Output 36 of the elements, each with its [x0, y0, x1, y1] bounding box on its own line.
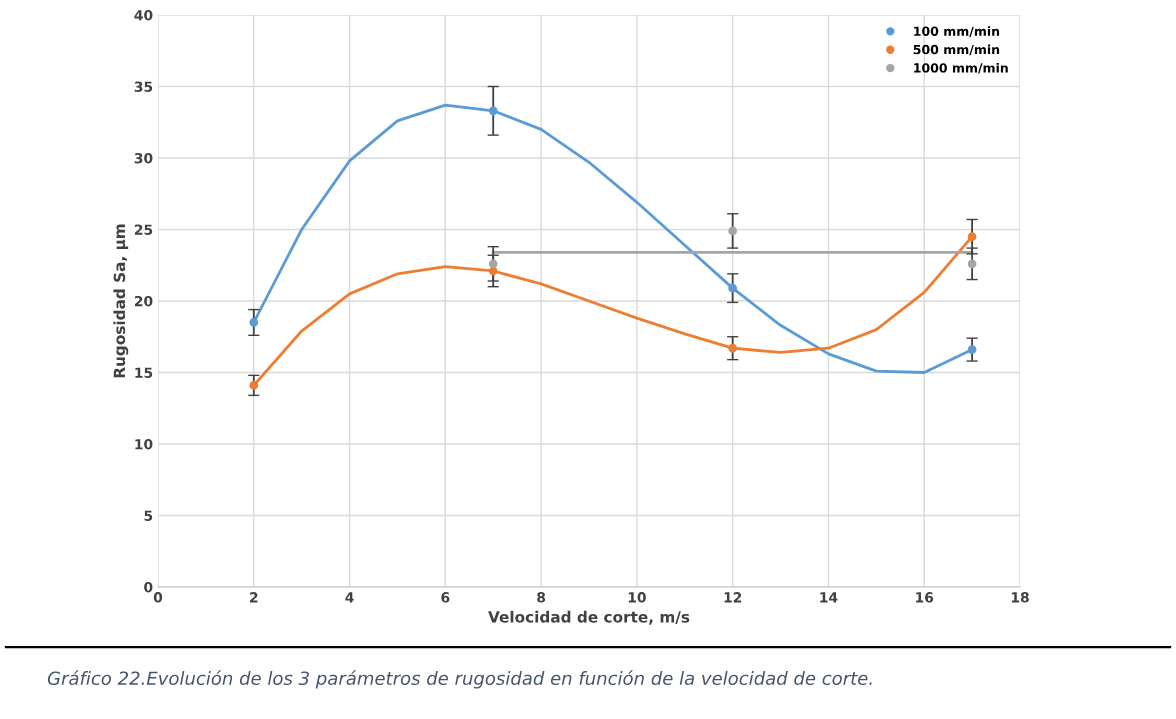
point [967, 232, 977, 242]
point [728, 226, 738, 236]
y-tick-label: 0 [144, 581, 153, 593]
x-tick-label: 0 [153, 592, 163, 603]
y-tick-label: 35 [134, 81, 153, 92]
point [488, 259, 498, 269]
point [249, 318, 259, 327]
y-tick-label: 20 [134, 295, 153, 307]
y-tick-label: 10 [135, 438, 153, 450]
y-axis-title: Rugosidad Sa, µm [113, 224, 129, 378]
x-tick-label: 14 [820, 592, 838, 603]
point [488, 266, 498, 276]
legend-label: 1000 mm/min [914, 62, 1008, 74]
point [488, 106, 498, 116]
y-tick-label: 15 [135, 367, 153, 378]
point [967, 259, 977, 269]
y-tick-label: 5 [144, 510, 153, 521]
y-tick-label: 30 [134, 152, 153, 164]
x-tick-label: 10 [628, 592, 646, 603]
point [728, 283, 738, 293]
x-axis-title: Velocidad de corte, m/s [488, 610, 690, 625]
x-tick-label: 6 [441, 592, 450, 603]
legend-label: 100 mm/min [914, 26, 1000, 37]
y-tick-label: 40 [134, 9, 153, 21]
x-tick-label: 4 [345, 592, 354, 603]
legend-label: 500 mm/min [913, 44, 1000, 56]
x-tick-label: 2 [250, 592, 258, 603]
point [249, 380, 259, 390]
x-tick-label: 12 [724, 592, 742, 603]
x-tick-label: 8 [537, 592, 546, 603]
point [967, 345, 977, 354]
x-tick-label: 16 [916, 592, 934, 603]
x-tick-label: 18 [1011, 592, 1029, 603]
point [728, 343, 738, 353]
y-tick-label: 25 [134, 224, 153, 235]
text: Gráfico 22.Evolución de los 3 parámetros de rugosidad en función de la velocidad de corte. [47, 670, 872, 689]
